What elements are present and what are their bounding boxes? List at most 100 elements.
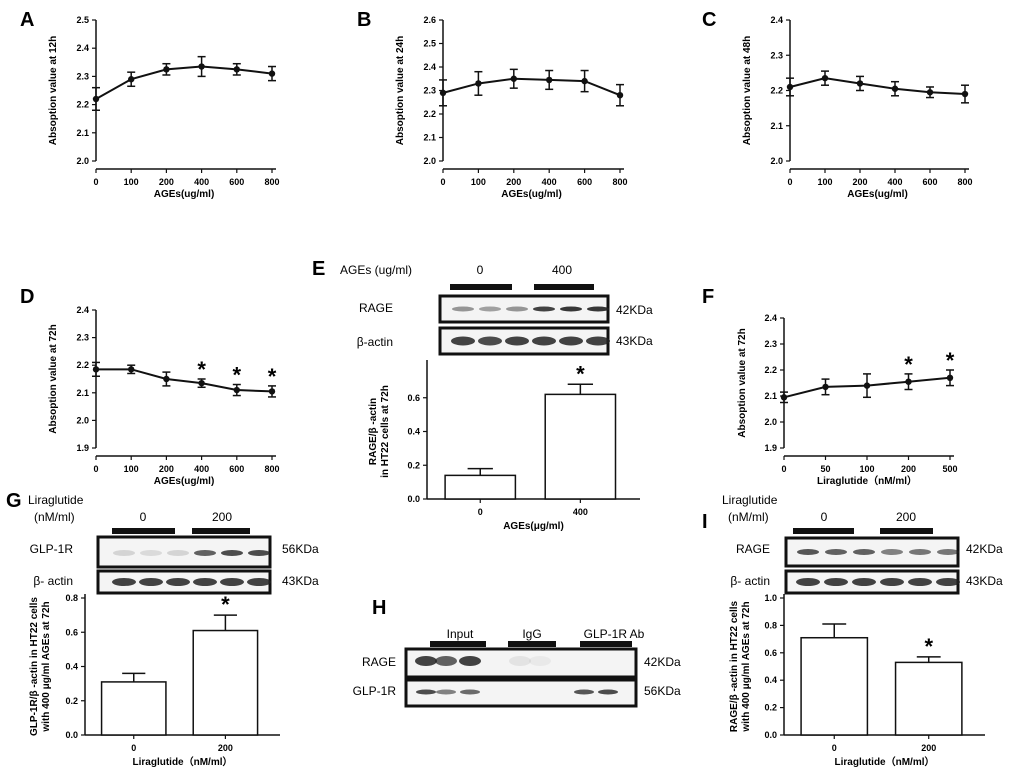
panel-a: A 2.0 2.1 2.2 2.3 2.4 2.5 0 100 200 400 600 800 AGEs(… [20,9,280,200]
panel-label: G [6,490,22,512]
y-tick-label: 0.0 [65,730,78,740]
molecular-weight-label: 42KDa [616,303,653,317]
panel-b: B 2.0 2.1 2.2 2.3 2.4 2.5 2.6 0 100 200 400 600 800 AG… [357,9,628,200]
x-tick-label: 200 [159,177,174,187]
panel-h: H Input IgG GLP-1R Ab RAGE 42KDa GLP-1R 56KDa [353,597,681,708]
lane-group-label: 0 [477,263,484,277]
x-axis-label: AGEs(μg/ml) [503,521,564,532]
data-point [233,66,240,73]
blot-i: Liraglutide (nM/ml) 0 200 RAGE 42KDa β- actin 4… [722,493,1003,595]
treatment-label: AGEs (ug/ml) [340,263,412,277]
y-tick-label: 2.4 [76,43,89,53]
panel-g: G 0.0 0.2 0.4 0.6 0.8 0 200 * Liraglutide（nM/ml） G… [6,490,280,768]
data-point [439,89,447,97]
data-point [822,383,829,391]
y-tick-label: 2.4 [423,62,436,72]
bar [894,661,963,736]
x-tick-label: 100 [471,177,486,187]
data-point [163,66,170,73]
y-axis-label: in HT22 cells at 72h [380,385,391,478]
data-point [905,378,912,385]
data-point [926,89,934,96]
protein-band [506,306,528,312]
protein-band [140,550,162,556]
data-point [821,74,829,82]
protein-band [909,549,931,555]
y-tick-label: 2.0 [423,156,436,166]
y-tick-label: 0.8 [764,620,777,630]
series-line [95,65,273,100]
bar [192,629,259,736]
y-tick-label: 0.2 [764,703,777,713]
data-point [92,95,100,103]
lane-group-bar [450,284,512,290]
panel-d: D 1.9 2.0 2.1 2.2 2.3 2.4 0 100 200 400 600 800 AGEs(… [20,286,280,487]
y-tick-label: 0.0 [764,730,777,740]
protein-band [139,578,163,586]
lane-group-label: 0 [821,510,828,524]
protein-band [220,578,244,586]
protein-band [509,656,531,666]
y-tick-label: 2.3 [764,339,777,349]
y-tick-label: 2.0 [770,156,783,166]
y-axis-label: Absoption value at 48h [742,36,753,145]
significance-star: * [233,363,242,388]
protein-band [559,336,583,346]
series-line [789,77,966,96]
y-tick-label: 0.4 [407,427,420,437]
panel-e: E 0.0 0.2 0.4 0.6 0 400 * AGEs(μg/ml) RAGE/β -act… [312,258,640,532]
x-tick-label: 100 [817,177,832,187]
lane-group-bar [430,641,486,647]
x-tick-label: 0 [93,177,98,187]
x-tick-label: 800 [264,177,279,187]
data-point [510,75,517,82]
lane-group-label: 200 [212,510,232,524]
protein-band [908,578,932,586]
data-point [92,366,100,373]
panel-label: C [702,9,716,31]
x-tick-label: 200 [921,743,936,753]
molecular-weight-label: 42KDa [966,542,1003,556]
x-axis-label: AGEs(ug/ml) [154,476,215,487]
protein-band [113,550,135,556]
data-point [268,388,276,395]
x-tick-label: 100 [859,464,874,474]
treatment-label: Liraglutide [28,493,84,507]
panel-label: F [702,286,714,308]
y-tick-label: 1.9 [76,443,89,453]
y-axis-label: RAGE/β -actin in HT22 cells [729,600,740,732]
protein-band [193,578,217,586]
y-tick-label: 0.6 [65,627,78,637]
bar [544,393,617,500]
protein-band [529,656,551,666]
lane-label: Input [447,627,474,641]
protein-band [221,550,243,556]
blot-row-label: GLP-1R [353,684,397,698]
blot-row-label: RAGE [359,301,393,315]
x-tick-label: 0 [93,464,98,474]
data-point [198,379,205,387]
protein-band [478,336,502,346]
panel-label: H [372,597,386,619]
x-axis-label: Liraglutide（nM/ml） [835,755,935,768]
data-point [233,386,240,394]
protein-band [166,578,190,586]
y-tick-label: 0.6 [764,648,777,658]
x-tick-label: 200 [159,464,174,474]
x-tick-label: 800 [957,177,972,187]
x-tick-label: 400 [887,177,902,187]
protein-band [451,336,475,346]
y-tick-label: 2.4 [76,305,89,315]
protein-band [598,689,618,695]
protein-band [247,578,271,586]
y-tick-label: 2.0 [76,156,89,166]
x-tick-label: 400 [194,464,209,474]
y-tick-label: 2.2 [423,109,436,119]
panel-label: B [357,9,371,31]
y-axis-label: RAGE/β -actin [368,398,379,465]
molecular-weight-label: 42KDa [644,655,681,669]
bar [100,681,167,736]
data-point [546,76,553,84]
lane-group-bar [534,284,594,290]
